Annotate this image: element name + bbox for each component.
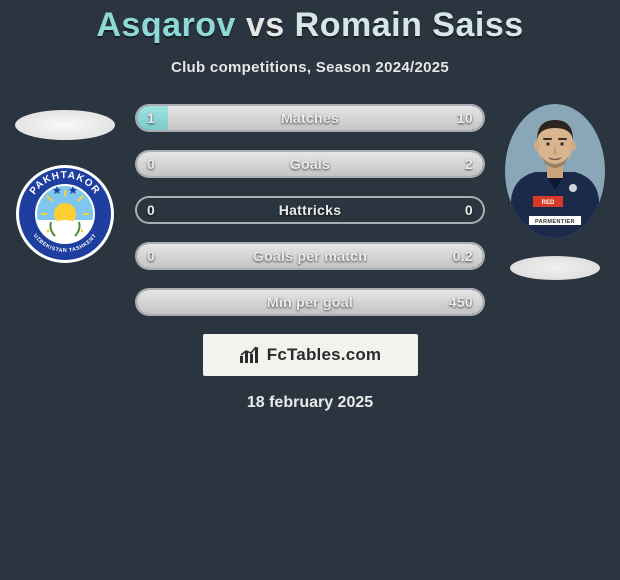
svg-text:PARMENTIER: PARMENTIER bbox=[535, 219, 575, 225]
stat-value-right: 2 bbox=[465, 152, 473, 176]
title-player2: Romain Saiss bbox=[295, 6, 524, 44]
stats-bars: 1Matches100Goals20Hattricks00Goals per m… bbox=[135, 104, 485, 316]
stat-label: Min per goal bbox=[137, 290, 483, 314]
stat-value-right: 0 bbox=[465, 198, 473, 222]
stat-value-right: 10 bbox=[457, 106, 473, 130]
player2-club-placeholder bbox=[510, 256, 600, 280]
stat-label: Matches bbox=[137, 106, 483, 130]
site-name: FcTables.com bbox=[267, 345, 382, 365]
chart-icon bbox=[239, 346, 261, 364]
title-vs: vs bbox=[246, 6, 285, 44]
player2-photo: RED PARMENTIER bbox=[505, 104, 605, 238]
stat-bar: 0Goals per match0.2 bbox=[135, 242, 485, 270]
title-player1: Asqarov bbox=[96, 6, 236, 44]
comparison-panel: PAKHTAKOR UZBEKISTAN TASHKENT RED bbox=[0, 104, 620, 412]
svg-text:RED: RED bbox=[542, 200, 555, 206]
stat-label: Goals bbox=[137, 152, 483, 176]
player2-column: RED PARMENTIER bbox=[500, 104, 610, 280]
player1-column: PAKHTAKOR UZBEKISTAN TASHKENT bbox=[10, 104, 120, 264]
subtitle: Club competitions, Season 2024/2025 bbox=[0, 59, 620, 76]
player1-avatar-placeholder bbox=[15, 110, 115, 140]
stat-label: Goals per match bbox=[137, 244, 483, 268]
stat-bar: 1Matches10 bbox=[135, 104, 485, 132]
stat-value-right: 450 bbox=[449, 290, 473, 314]
stat-label: Hattricks bbox=[137, 198, 483, 222]
stat-bar: 0Goals2 bbox=[135, 150, 485, 178]
stat-value-right: 0.2 bbox=[453, 244, 473, 268]
stat-bar: Min per goal450 bbox=[135, 288, 485, 316]
date-text: 18 february 2025 bbox=[0, 394, 620, 412]
stat-bar: 0Hattricks0 bbox=[135, 196, 485, 224]
site-branding[interactable]: FcTables.com bbox=[203, 334, 418, 376]
page-title: Asqarov vs Romain Saiss bbox=[0, 0, 620, 45]
player1-club-badge: PAKHTAKOR UZBEKISTAN TASHKENT bbox=[15, 164, 115, 264]
